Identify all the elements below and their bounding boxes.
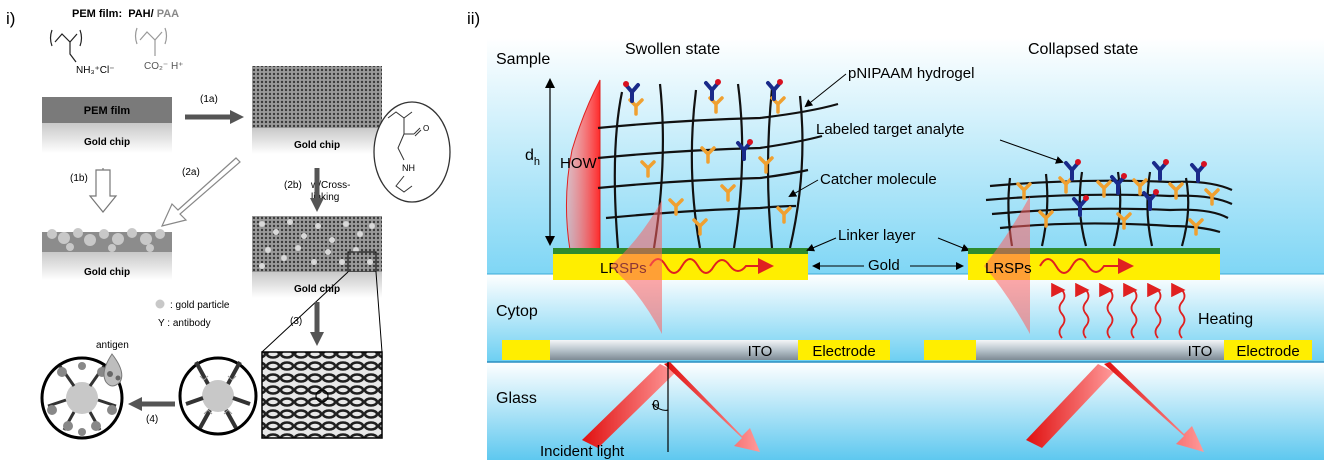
panel-i: i) PEM film: PAH/ PAA NH₃⁺Cl⁻ CO₂⁻ H⁺ PE… <box>6 8 451 440</box>
crosslink-structure-circle <box>373 101 451 203</box>
gold-chip-2 <box>252 128 382 154</box>
step-4-label: (4) <box>146 414 158 425</box>
step-1a-label: (1a) <box>200 94 218 105</box>
analytes-collapsed <box>1064 159 1207 217</box>
electrode-label-left: Electrode <box>812 343 875 360</box>
step-2a-label: (2a) <box>182 167 200 178</box>
ito-layer-left <box>550 340 798 360</box>
sample-label: Sample <box>496 51 550 68</box>
swollen-state-label: Swollen state <box>625 41 720 58</box>
particle-film <box>42 232 172 252</box>
nh-label: NH <box>402 163 415 173</box>
swollen-hydrogel-network <box>597 83 839 249</box>
electrode-right <box>1224 340 1312 360</box>
catcher-molecules-swollen <box>628 96 792 236</box>
legend-gold-particle: : gold particle <box>170 300 230 311</box>
crosslink-label-1: w/Cross- <box>310 180 350 191</box>
gold-chip-2-label: Gold chip <box>294 140 340 151</box>
arrow-2a <box>160 157 241 227</box>
lrsps-label-collapsed: LRSPs <box>985 260 1032 277</box>
incident-light-label: Incident light <box>540 443 625 460</box>
gold-chip-4-label: Gold chip <box>294 284 340 295</box>
co2-label: CO₂⁻ H⁺ <box>144 61 183 72</box>
ito-layer-right <box>976 340 1224 360</box>
gold-chip-1-label: Gold chip <box>84 137 130 148</box>
electrode-contact-right <box>924 340 976 360</box>
dh-label: dh <box>525 147 540 168</box>
gold-chip-1 <box>42 123 172 153</box>
electrode-left <box>798 340 890 360</box>
arrow-1b <box>88 169 118 213</box>
gold-chip-3 <box>42 252 172 280</box>
heating-label: Heating <box>1198 311 1253 328</box>
cytop-label: Cytop <box>496 303 538 320</box>
how-label: HOW <box>560 155 598 172</box>
step-1b-label: (1b) <box>70 173 88 184</box>
pah-structure <box>49 29 83 63</box>
pem-title: PEM film: PAH/ PAA <box>72 8 179 20</box>
panel-i-label: i) <box>6 9 15 28</box>
mesh-zoom-view <box>261 351 383 439</box>
legend-antibody: Y : antibody <box>158 318 211 329</box>
ito-label-left: ITO <box>748 343 773 360</box>
lrsp-profile-collapsed <box>984 196 1030 334</box>
catcher-molecule-label: Catcher molecule <box>820 171 937 188</box>
lrsp-profile-swollen <box>610 200 662 334</box>
paa-structure <box>134 27 168 56</box>
incident-beam-right <box>1026 364 1114 448</box>
hydrogel-label: pNIPAAM hydrogel <box>848 65 974 82</box>
collapsed-state-label: Collapsed state <box>1028 41 1138 58</box>
gold-chip-4 <box>252 272 382 298</box>
electrode-label-right: Electrode <box>1236 343 1299 360</box>
panel-ii-label: ii) <box>467 9 480 28</box>
lrsp-wave-collapsed <box>1039 258 1134 274</box>
linker-layer-swollen <box>553 248 808 254</box>
electrode-contact-left <box>502 340 550 360</box>
svg-text:O: O <box>423 124 429 133</box>
linker-layer-collapsed <box>968 248 1220 254</box>
reflected-beam-left <box>664 362 760 452</box>
analytes-swollen <box>623 79 783 161</box>
antigen-drop-icon <box>103 353 123 387</box>
gold-label: Gold <box>868 257 900 274</box>
ito-label-right: ITO <box>1188 343 1213 360</box>
labeled-analyte-label: Labeled target analyte <box>816 121 964 138</box>
gold-particle-legend-icon <box>155 299 165 309</box>
heating-arrows <box>1058 287 1195 339</box>
step-3-label: (3) <box>290 316 302 327</box>
pem-film-label: PEM film <box>84 105 131 117</box>
reflected-beam-right <box>1104 362 1204 452</box>
catcher-molecules-collapsed <box>1016 176 1220 236</box>
lrsp-wave-swollen <box>649 258 774 274</box>
step-2b-label: (2b) <box>284 180 302 191</box>
linker-layer-label: Linker layer <box>838 227 916 244</box>
panel-ii: ii) Sample Swollen state Collapsed state… <box>467 9 1324 460</box>
gold-chip-3-label: Gold chip <box>84 267 130 278</box>
how-profile <box>565 79 601 251</box>
incident-beam-left <box>582 364 676 448</box>
crosslink-label-2: linking <box>311 192 339 203</box>
porous-film <box>252 66 382 128</box>
nh3-label: NH₃⁺Cl⁻ <box>76 65 115 76</box>
glass-label: Glass <box>496 390 537 407</box>
antigen-label: antigen <box>96 340 129 351</box>
theta-label: θ <box>652 397 660 413</box>
pem-film-layer <box>42 97 172 123</box>
